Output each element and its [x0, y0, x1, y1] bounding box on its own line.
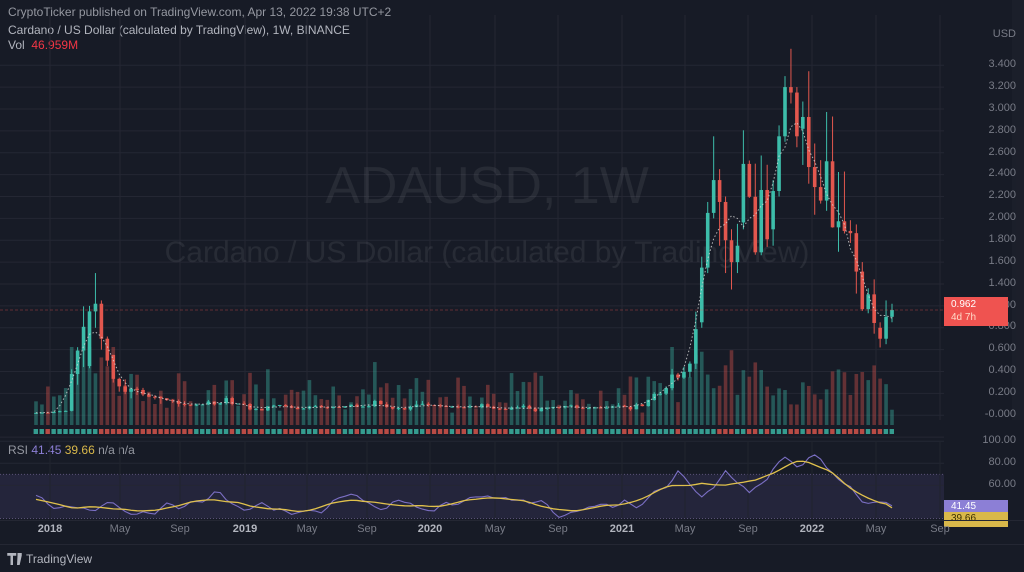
svg-text:Cardano / US Dollar (calculate: Cardano / US Dollar (calculated by Tradi… — [165, 236, 810, 269]
svg-text:ADAUSD, 1W: ADAUSD, 1W — [325, 157, 649, 215]
